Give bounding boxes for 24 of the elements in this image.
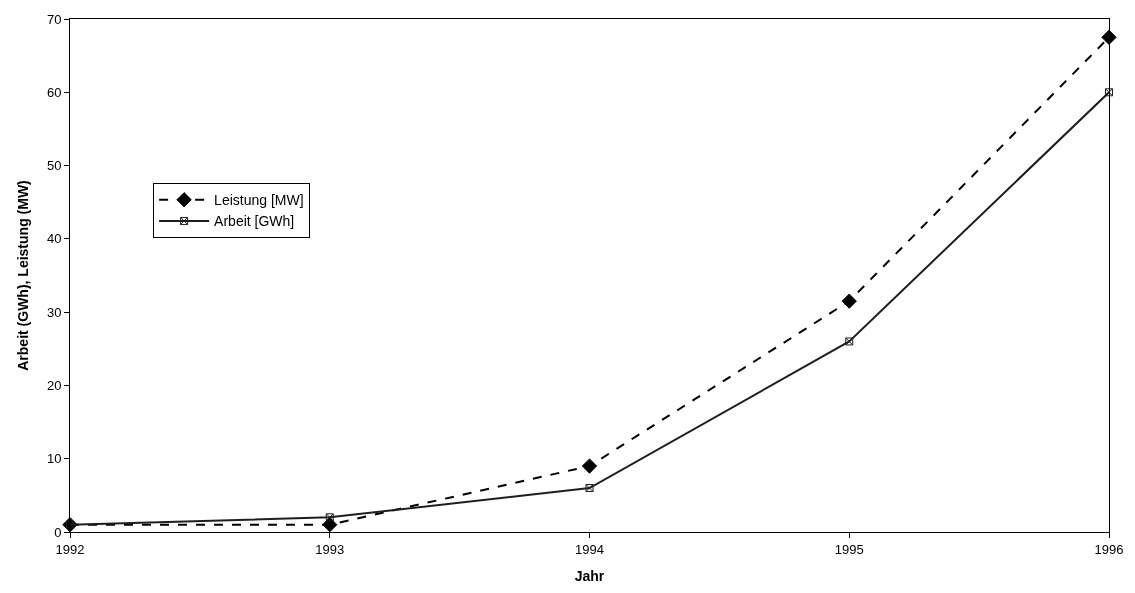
x-tick-label: 1996 — [1094, 541, 1124, 557]
legend-label: Arbeit [GWh] — [214, 213, 295, 230]
point — [325, 513, 334, 522]
point — [1101, 29, 1117, 45]
x-tick-label: 1993 — [315, 541, 345, 557]
x-tick-label: 1995 — [834, 541, 864, 557]
point — [585, 484, 594, 493]
y-tick-label: 70 — [46, 11, 62, 27]
point — [1105, 88, 1113, 97]
point — [581, 458, 598, 474]
y-tick-label: 30 — [46, 304, 62, 320]
y-tick-label: 50 — [46, 158, 62, 174]
x-tick-label: 1994 — [575, 541, 604, 557]
y-tick-label: 60 — [46, 84, 62, 100]
point — [841, 293, 857, 309]
y-tick-label: 40 — [46, 231, 62, 247]
y-tick-label: 20 — [46, 377, 62, 393]
legend-label: Leistung [MW] — [214, 192, 304, 209]
x-axis-title: Jahr — [574, 567, 605, 584]
point — [845, 337, 854, 346]
x-tick-label: 1992 — [55, 541, 85, 557]
y-tick-label: 10 — [46, 451, 62, 467]
y-tick-label: 0 — [54, 524, 62, 540]
y-axis-title: Arbeit (GWh), Leistung (MW) — [14, 180, 31, 371]
